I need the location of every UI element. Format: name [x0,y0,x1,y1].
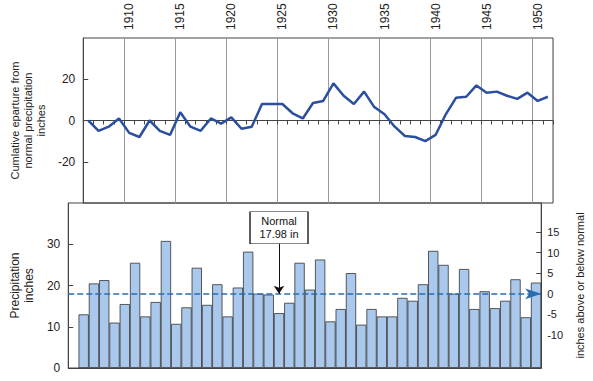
svg-text:20: 20 [47,279,61,293]
svg-text:1935: 1935 [378,3,392,30]
svg-text:Normal: Normal [261,215,296,227]
svg-text:1950: 1950 [531,3,545,30]
svg-text:1915: 1915 [173,3,187,30]
svg-text:10: 10 [47,320,61,334]
svg-text:1940: 1940 [429,3,443,30]
svg-text:0: 0 [69,114,76,128]
svg-text:15: 15 [547,226,559,238]
svg-text:-20: -20 [58,155,76,169]
svg-text:1910: 1910 [122,3,136,30]
svg-text:normal precipitation: normal precipitation [22,73,34,169]
svg-text:inches above or below normal: inches above or below normal [574,212,586,358]
svg-text:1920: 1920 [224,3,238,30]
svg-text:17.98 in: 17.98 in [259,228,298,240]
svg-text:-10: -10 [547,329,563,341]
svg-text:0: 0 [547,288,553,300]
svg-text:1925: 1925 [275,3,289,30]
svg-text:inches: inches [35,104,47,136]
svg-text:1930: 1930 [326,3,340,30]
svg-text:10: 10 [547,247,559,259]
svg-text:30: 30 [47,237,61,251]
svg-text:5: 5 [547,267,553,279]
svg-text:0: 0 [54,361,61,375]
svg-text:Cumlative eparture from: Cumlative eparture from [9,62,21,180]
svg-text:inches: inches [22,268,36,303]
svg-text:20: 20 [62,72,76,86]
svg-text:Precipitation: Precipitation [8,252,22,318]
svg-text:1945: 1945 [480,3,494,30]
svg-text:-5: -5 [547,308,557,320]
